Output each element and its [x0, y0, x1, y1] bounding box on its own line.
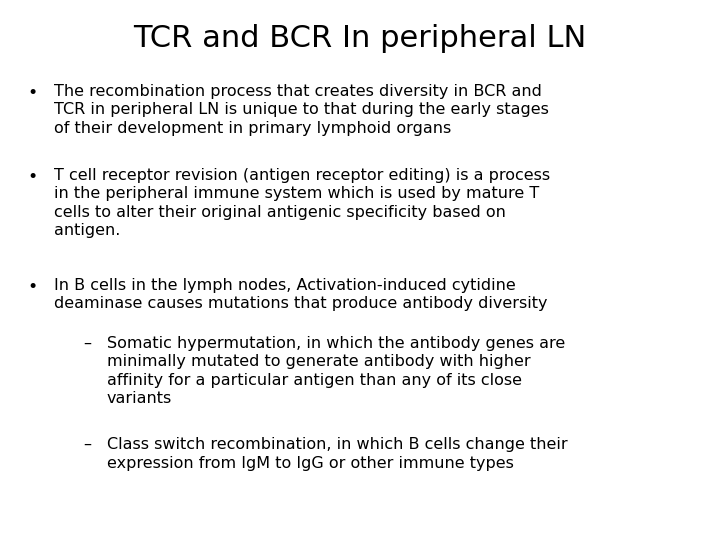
Text: The recombination process that creates diversity in BCR and
TCR in peripheral LN: The recombination process that creates d… [54, 84, 549, 136]
Text: •: • [27, 84, 37, 102]
Text: Class switch recombination, in which B cells change their
expression from IgM to: Class switch recombination, in which B c… [107, 437, 567, 471]
Text: •: • [27, 167, 37, 186]
Text: –: – [83, 335, 91, 350]
Text: Somatic hypermutation, in which the antibody genes are
minimally mutated to gene: Somatic hypermutation, in which the anti… [107, 335, 564, 407]
Text: TCR and BCR In peripheral LN: TCR and BCR In peripheral LN [133, 24, 587, 53]
Text: In B cells in the lymph nodes, Activation-induced cytidine
deaminase causes muta: In B cells in the lymph nodes, Activatio… [54, 278, 547, 312]
Text: •: • [27, 278, 37, 296]
Text: T cell receptor revision (antigen receptor editing) is a process
in the peripher: T cell receptor revision (antigen recept… [54, 167, 550, 239]
Text: –: – [83, 437, 91, 452]
